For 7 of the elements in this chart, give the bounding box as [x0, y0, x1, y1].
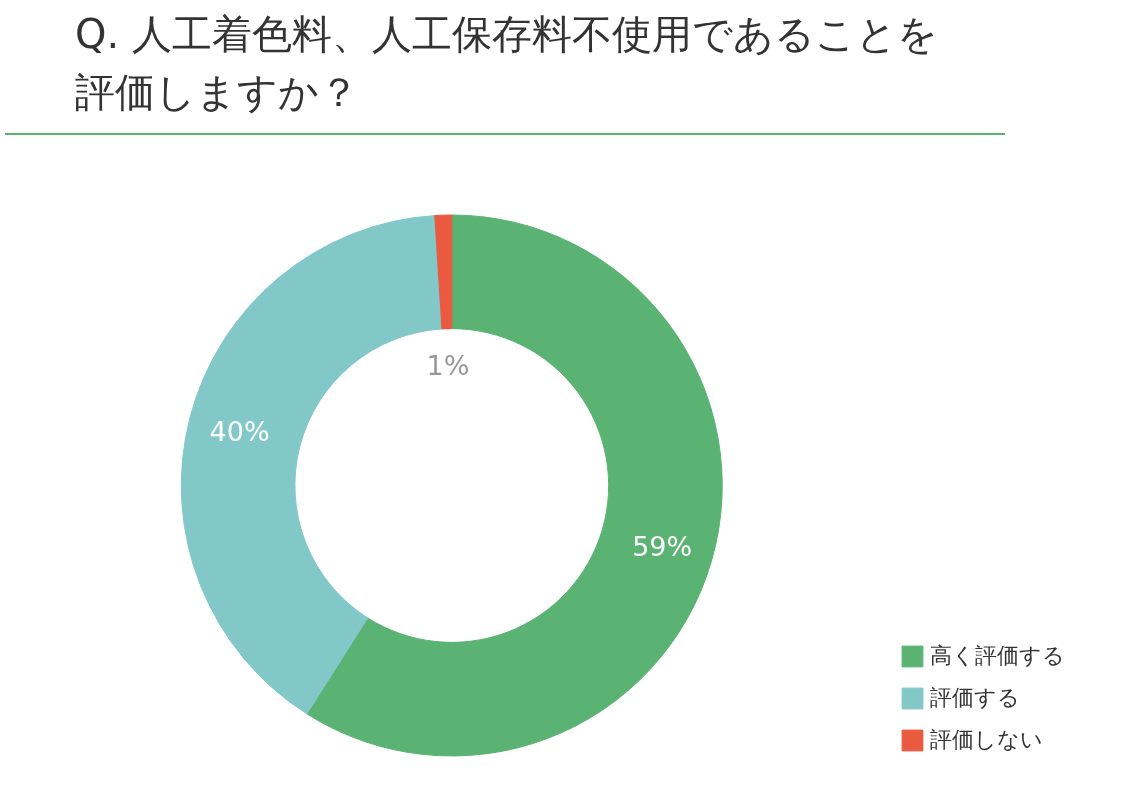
legend-label: 評価しない: [930, 726, 1043, 754]
legend-label: 評価する: [930, 684, 1020, 712]
data-label: 40%: [209, 416, 270, 448]
chart-title: Q. 人工着色料、人工保存料不使用であることを評価しますか？: [5, 5, 1005, 135]
data-label: 59%: [632, 530, 693, 562]
legend-label: 高く評価する: [930, 642, 1065, 670]
data-label: 1%: [426, 349, 470, 381]
